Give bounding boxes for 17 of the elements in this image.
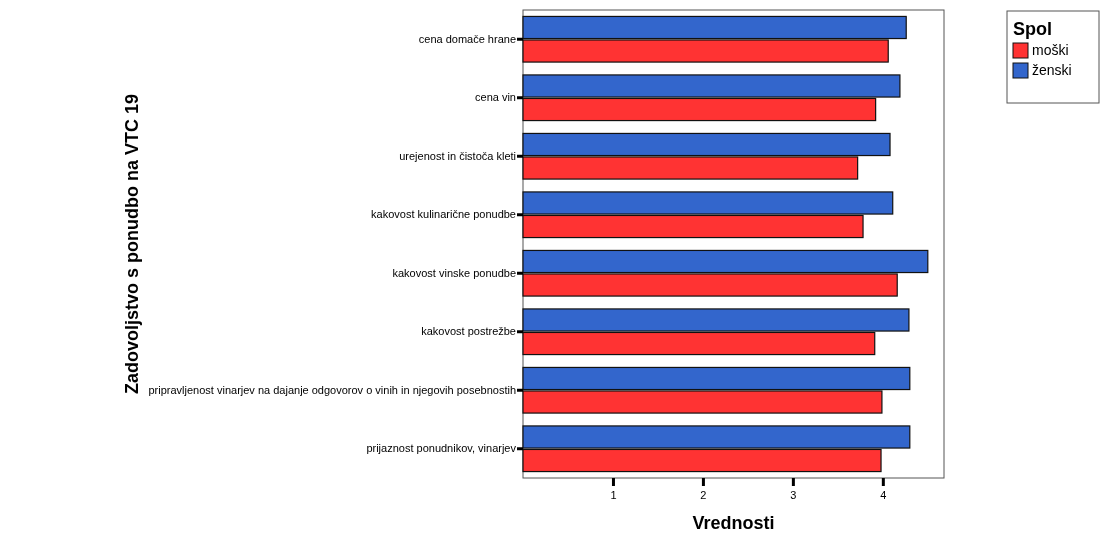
y-axis-title: Zadovoljstvo s ponudbo na VTC 19 [122,93,143,395]
y-tick-label: cena vin [475,91,516,104]
legend-title: Spol [1013,19,1052,39]
x-tick-label: 3 [790,488,797,501]
legend-label: ženski [1032,62,1072,78]
x-tick-label: 2 [700,488,707,501]
y-tick-label: cena domače hrane [418,32,516,45]
y-tick-label: urejenost in čistoča kleti [399,149,516,162]
y-tick-label: kakovost postrežbe [421,325,516,338]
y-tick-label: pripravljenost vinarjev na dajanje odgovorov o vinih in njegovih posebnostih [148,383,516,396]
y-tick-label: prijaznost ponudnikov, vinarjev [366,442,517,455]
x-tick-label: 1 [610,488,617,501]
y-tick-label: kakovost vinske ponudbe [392,266,516,279]
x-axis-title: Vrednosti [692,513,775,533]
legend-label: moški [1032,42,1069,58]
y-tick-label: kakovost kulinarične ponudbe [371,208,516,221]
x-tick-label: 4 [880,488,887,501]
